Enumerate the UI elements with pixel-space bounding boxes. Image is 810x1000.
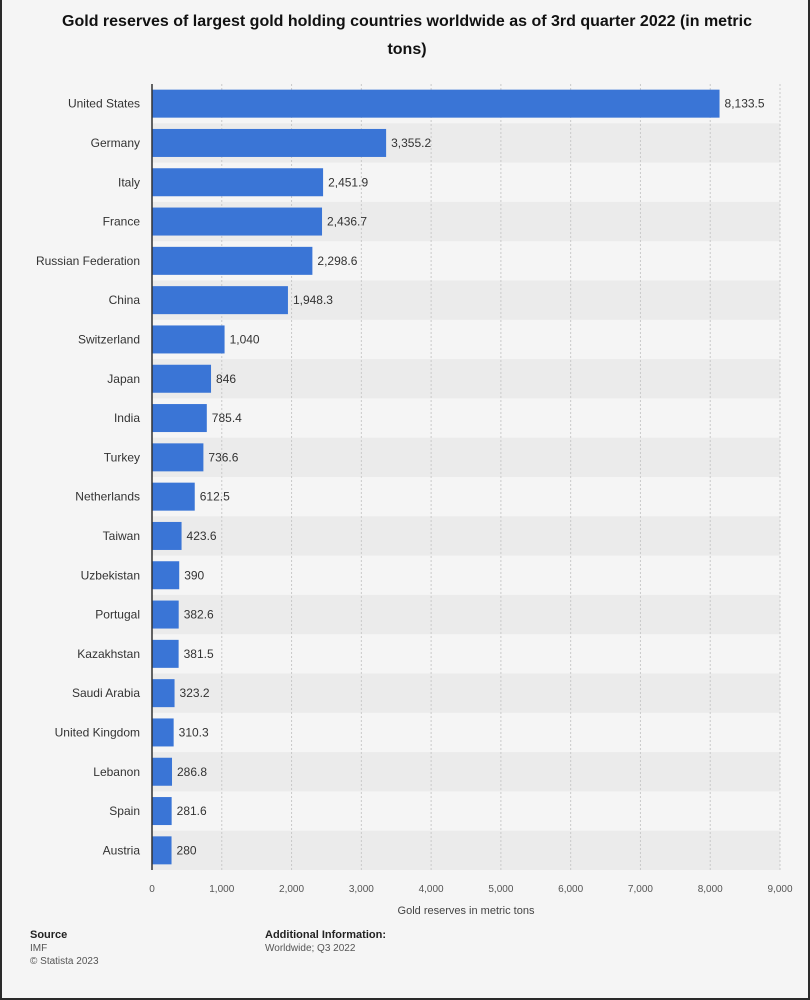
category-label: Kazakhstan [77, 647, 140, 661]
bar[interactable] [152, 128, 387, 157]
category-label: Uzbekistan [81, 568, 140, 582]
bar[interactable] [152, 364, 212, 393]
value-label: 390 [184, 568, 204, 582]
category-label: Germany [91, 136, 140, 150]
x-tick-label: 5,000 [488, 884, 513, 895]
row-band [152, 359, 780, 399]
category-label: China [109, 293, 141, 307]
source-value: IMF [30, 943, 48, 954]
category-label: Spain [109, 804, 140, 818]
bar-chart: United States 8,133.5 Germany 3,355.2 Italy 2… [36, 84, 793, 917]
chart-title: Gold reserves of largest gold holding co… [62, 13, 752, 58]
copyright-text: © Statista 2023 [30, 956, 99, 967]
row-band [152, 594, 780, 635]
category-label: India [114, 411, 140, 425]
x-tick-label: 7,000 [628, 884, 653, 895]
additional-info-label: Additional Information: [265, 929, 386, 941]
bar[interactable] [152, 718, 174, 747]
bar[interactable] [152, 797, 172, 826]
source-block: Source IMF © Statista 2023 [30, 929, 99, 968]
bar[interactable] [152, 443, 204, 472]
bar[interactable] [152, 168, 324, 197]
category-label: Switzerland [78, 332, 140, 346]
value-label: 3,355.2 [391, 136, 431, 150]
row-band [152, 437, 780, 477]
x-tick-label: 6,000 [558, 884, 583, 895]
value-label: 381.5 [184, 647, 214, 661]
bar[interactable] [152, 325, 225, 354]
x-tick-label: 3,000 [349, 884, 374, 895]
bar[interactable] [152, 404, 207, 433]
bar[interactable] [152, 561, 180, 590]
value-label: 736.6 [208, 450, 238, 464]
value-label: 1,040 [230, 332, 260, 346]
value-label: 281.6 [177, 804, 207, 818]
row-band [152, 752, 780, 792]
category-label: Taiwan [103, 529, 140, 543]
value-label: 612.5 [200, 490, 230, 504]
value-label: 382.6 [184, 608, 214, 622]
value-label: 785.4 [212, 411, 242, 425]
x-tick-label: 4,000 [419, 884, 444, 895]
x-tick-label: 9,000 [767, 884, 792, 895]
bar[interactable] [152, 757, 173, 786]
value-label: 323.2 [180, 686, 210, 700]
category-label: Austria [103, 843, 141, 857]
bar[interactable] [152, 521, 182, 550]
category-label: Lebanon [93, 765, 140, 779]
row-band [152, 673, 780, 713]
x-tick-label: 1,000 [209, 884, 234, 895]
bar[interactable] [152, 679, 175, 708]
bar[interactable] [152, 600, 179, 629]
category-label: France [103, 215, 141, 229]
additional-info-block: Additional Information: Worldwide; Q3 20… [265, 929, 386, 955]
value-label: 2,436.7 [327, 215, 367, 229]
value-label: 423.6 [187, 529, 217, 543]
category-label: Japan [107, 372, 140, 386]
bar[interactable] [152, 89, 720, 118]
row-band [152, 516, 780, 556]
value-label: 2,298.6 [317, 254, 357, 268]
x-tick-label: 8,000 [698, 884, 723, 895]
additional-info-value: Worldwide; Q3 2022 [265, 943, 356, 954]
bar[interactable] [152, 482, 195, 511]
category-label: Russian Federation [36, 254, 140, 268]
row-band [152, 830, 780, 870]
value-label: 846 [216, 372, 236, 386]
x-tick-label: 2,000 [279, 884, 304, 895]
category-label: United Kingdom [55, 725, 140, 739]
category-label: Italy [118, 175, 140, 189]
value-label: 310.3 [179, 725, 209, 739]
category-label: Saudi Arabia [72, 686, 140, 700]
bar[interactable] [152, 207, 323, 236]
source-label: Source [30, 929, 68, 941]
value-label: 280 [177, 843, 197, 857]
category-label: Netherlands [75, 490, 140, 504]
value-label: 1,948.3 [293, 293, 333, 307]
bar[interactable] [152, 246, 313, 275]
x-tick-label: 0 [149, 884, 155, 895]
bar[interactable] [152, 286, 288, 315]
category-label: Turkey [104, 450, 140, 464]
value-label: 286.8 [177, 765, 207, 779]
bar[interactable] [152, 639, 179, 668]
category-label: United States [68, 97, 140, 111]
x-axis-title: Gold reserves in metric tons [398, 905, 535, 917]
value-label: 2,451.9 [328, 175, 368, 189]
category-label: Portugal [95, 608, 140, 622]
value-label: 8,133.5 [725, 97, 765, 111]
bar[interactable] [152, 836, 172, 865]
